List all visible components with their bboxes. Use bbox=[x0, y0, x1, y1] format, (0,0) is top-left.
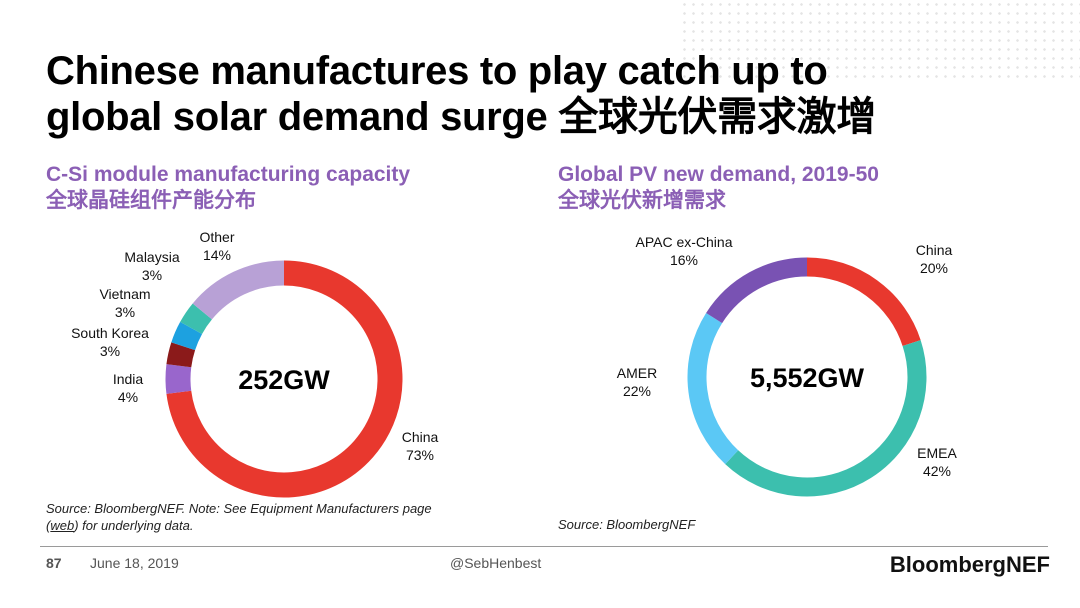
slice-value-label: 73% bbox=[406, 447, 434, 463]
left-source-note: Source: BloombergNEF. Note: See Equipmen… bbox=[46, 501, 432, 533]
slice-value-label: 42% bbox=[923, 463, 951, 479]
footer-date: June 18, 2019 bbox=[90, 555, 179, 571]
right-subtitle-en: Global PV new demand, 2019-50 bbox=[558, 163, 879, 186]
slice-value-label: 22% bbox=[623, 383, 651, 399]
footer-divider bbox=[40, 546, 1048, 547]
title-line-2: global solar demand surge 全球光伏需求激增 bbox=[46, 95, 876, 139]
slice-name-label: EMEA bbox=[917, 445, 957, 461]
donut-center-total: 5,552GW bbox=[750, 363, 865, 393]
donut-slice-1-china bbox=[806, 257, 921, 347]
right-chart-subtitle: Global PV new demand, 2019-50 全球光伏新增需求 bbox=[558, 162, 879, 214]
donut-slice-0-malaysia bbox=[180, 303, 213, 335]
slice-value-label: 3% bbox=[115, 304, 135, 320]
slice-name-label: India bbox=[113, 371, 144, 387]
slice-value-label: 20% bbox=[920, 260, 948, 276]
donut-slice-1-emea bbox=[725, 340, 927, 497]
donut-slice-0-vietnam bbox=[171, 321, 203, 351]
slice-name-label: Vietnam bbox=[99, 286, 150, 302]
right-subtitle-zh: 全球光伏新增需求 bbox=[558, 189, 726, 212]
slice-name-label: China bbox=[916, 242, 953, 258]
slice-value-label: 4% bbox=[118, 389, 138, 405]
left-source-prefix: Source: BloombergNEF. Note: See Equipmen… bbox=[46, 501, 432, 516]
donut-slice-1-apac-ex-china bbox=[706, 257, 808, 324]
left-subtitle-en: C-Si module manufacturing capacity bbox=[46, 163, 411, 186]
slice-value-label: 3% bbox=[142, 267, 162, 283]
slice-name-label: South Korea bbox=[71, 325, 149, 341]
decorative-dot-pattern bbox=[680, 0, 1080, 80]
slice-name-label: Other bbox=[199, 229, 234, 245]
page-number: 87 bbox=[46, 555, 62, 571]
left-chart-subtitle: C-Si module manufacturing capacity 全球晶硅组… bbox=[46, 162, 410, 214]
bnef-logo: BloombergNEF bbox=[889, 552, 1050, 577]
left-subtitle-zh: 全球晶硅组件产能分布 bbox=[46, 189, 256, 212]
donut-slice-0-india bbox=[165, 364, 192, 394]
left-source-suffix: for underlying data. bbox=[78, 518, 194, 533]
donut-slice-0-other bbox=[192, 260, 285, 320]
web-link[interactable]: web bbox=[50, 518, 75, 533]
slice-value-label: 3% bbox=[100, 343, 120, 359]
slide-title: Chinese manufactures to play catch up to… bbox=[46, 48, 1046, 140]
donut-slice-1-amer bbox=[687, 312, 739, 465]
slice-name-label: APAC ex-China bbox=[635, 234, 732, 250]
slice-name-label: China bbox=[402, 429, 439, 445]
donut-slice-0-china bbox=[166, 260, 403, 498]
slice-name-label: Malaysia bbox=[124, 249, 179, 265]
footer-handle: @SebHenbest bbox=[450, 555, 542, 571]
slice-value-label: 16% bbox=[670, 252, 698, 268]
slice-value-label: 14% bbox=[203, 247, 231, 263]
title-line-1: Chinese manufactures to play catch up to bbox=[46, 49, 828, 93]
donut-slice-0-south-korea bbox=[166, 342, 196, 368]
donut-center-total: 252GW bbox=[238, 365, 330, 395]
right-source-note: Source: BloombergNEF bbox=[558, 517, 696, 532]
slice-name-label: AMER bbox=[617, 365, 657, 381]
